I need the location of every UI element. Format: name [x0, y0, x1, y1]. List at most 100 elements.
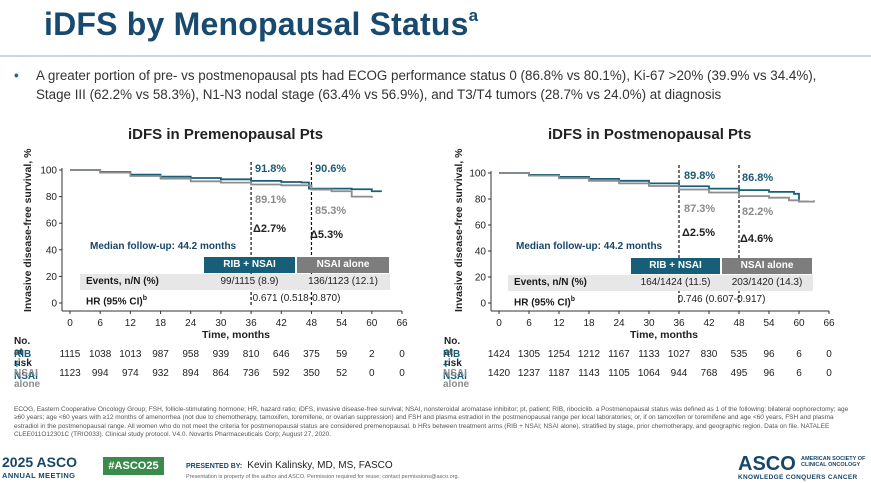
at-risk-value: 768 — [700, 368, 718, 379]
x-tick-label: 0 — [496, 318, 502, 329]
series-line-nsai-alone — [499, 172, 815, 203]
x-tick-label: 0 — [67, 318, 73, 329]
chart-title-post: iDFS in Postmenopausal Pts — [548, 126, 752, 143]
at-risk-label: NSAI alone — [443, 368, 470, 390]
landmark-36-nsai-pre: 89.1% — [255, 194, 287, 206]
table-row-hr-post: HR (95% CI)b 0.746 (0.607-0.917) — [508, 292, 813, 308]
table-header-nsai-pre: NSAI alone — [297, 257, 389, 273]
y-tick-label: 20 — [46, 272, 58, 283]
x-tick-label: 60 — [366, 318, 378, 329]
y-tick-label: 100 — [469, 169, 486, 180]
x-axis-label-post: Time, months — [630, 329, 698, 341]
hashtag-badge: #ASCO25 — [103, 457, 164, 475]
at-risk-value: 958 — [182, 349, 200, 360]
at-risk-value: 1420 — [487, 368, 511, 379]
at-risk-value: 535 — [730, 349, 748, 360]
x-tick-label: 48 — [733, 318, 745, 329]
at-risk-value: 1115 — [59, 349, 81, 360]
at-risk-value: 96 — [763, 349, 775, 360]
y-tick-label: 40 — [46, 245, 58, 256]
at-risk-value: 994 — [91, 368, 109, 379]
at-risk-value: 1064 — [637, 368, 661, 379]
asco-tagline: KNOWLEDGE CONQUERS CANCER — [738, 474, 858, 481]
at-risk-value: 1123 — [59, 368, 81, 379]
at-risk-value: 736 — [242, 368, 260, 379]
at-risk-value: 1424 — [487, 349, 511, 360]
x-tick-label: 66 — [396, 318, 408, 329]
bullet-point: • A greater portion of pre- vs postmenop… — [14, 66, 854, 104]
x-tick-label: 12 — [125, 318, 137, 329]
x-tick-label: 18 — [155, 318, 167, 329]
chart-title-pre: iDFS in Premenopausal Pts — [128, 126, 324, 143]
events-nsai-post: 203/1420 (14.3) — [731, 277, 803, 288]
y-tick-label: 80 — [46, 192, 58, 203]
y-tick-label: 60 — [46, 219, 58, 230]
table-row-hr-pre: HR (95% CI)b 0.671 (0.518-0.870) — [80, 291, 390, 307]
at-risk-value: 974 — [122, 368, 139, 379]
y-tick-label: 100 — [40, 166, 57, 177]
landmark-36-delta-pre: Δ2.7% — [253, 223, 286, 235]
x-tick-label: 54 — [336, 318, 348, 329]
hr-value-pre: 0.671 (0.518-0.870) — [252, 293, 341, 304]
asco-society-name: AMERICAN SOCIETY OF CLINICAL ONCOLOGY — [801, 456, 866, 468]
at-risk-value: 0 — [826, 349, 832, 360]
x-tick-label: 36 — [673, 318, 685, 329]
asco-annual-meeting-logo: 2025 ASCO ANNUAL MEETING — [2, 454, 77, 480]
x-tick-label: 18 — [583, 318, 595, 329]
series-line-nsai-alone — [70, 169, 373, 198]
landmark-48-rib-post: 86.8% — [742, 172, 774, 184]
at-risk-label: RIB + NSAI — [443, 349, 467, 382]
at-risk-value: 1305 — [517, 349, 541, 360]
x-tick-label: 6 — [526, 318, 532, 329]
at-risk-value: 1143 — [578, 368, 600, 379]
bullet-dot-icon: • — [14, 68, 19, 83]
events-nsai-pre: 136/1123 (12.1) — [308, 276, 378, 287]
landmark-48-nsai-post: 82.2% — [742, 206, 774, 218]
x-tick-label: 30 — [215, 318, 227, 329]
landmark-36-rib-pre: 91.8% — [255, 163, 287, 175]
at-risk-value: 0 — [399, 349, 405, 360]
at-risk-value: 6 — [796, 349, 802, 360]
landmark-48-delta-post: Δ4.6% — [740, 233, 773, 245]
x-tick-label: 54 — [763, 318, 775, 329]
at-risk-value: 2 — [369, 349, 375, 360]
at-risk-value: 810 — [242, 349, 260, 360]
median-followup-pre: Median follow-up: 44.2 months — [90, 241, 237, 252]
x-tick-label: 48 — [306, 318, 318, 329]
x-axis-label-pre: Time, months — [202, 329, 270, 341]
at-risk-value: 52 — [336, 368, 348, 379]
at-risk-value: 495 — [730, 368, 748, 379]
landmark-36-delta-post: Δ2.5% — [682, 227, 715, 239]
x-tick-label: 24 — [613, 318, 625, 329]
landmark-48-delta-pre: Δ5.3% — [310, 229, 343, 241]
x-tick-label: 6 — [97, 318, 103, 329]
landmark-36-rib-post: 89.8% — [684, 170, 716, 182]
at-risk-value: 894 — [182, 368, 200, 379]
table-row-events-post: Events, n/N (%) 164/1424 (11.5) 203/1420… — [508, 275, 813, 291]
y-tick-label: 40 — [475, 247, 487, 258]
at-risk-value: 1237 — [517, 368, 541, 379]
at-risk-value: 1105 — [608, 368, 630, 379]
presenter: PRESENTED BY: Kevin Kalinsky, MD, MS, FAS… — [186, 460, 393, 471]
at-risk-value: 932 — [152, 368, 169, 379]
at-risk-value: 939 — [212, 349, 230, 360]
at-risk-value: 0 — [369, 368, 375, 379]
y-tick-label: 60 — [475, 221, 487, 232]
median-followup-post: Median follow-up: 44.2 months — [516, 241, 663, 252]
y-tick-label: 0 — [480, 299, 486, 310]
x-tick-label: 30 — [643, 318, 655, 329]
slide-title: iDFS by Menopausal Statusa — [44, 6, 479, 42]
at-risk-value: 350 — [303, 368, 320, 379]
at-risk-value: 96 — [763, 368, 775, 379]
permission-note: Presentation is property of the author a… — [186, 474, 460, 480]
at-risk-value: 59 — [336, 349, 348, 360]
at-risk-value: 0 — [826, 368, 832, 379]
at-risk-value: 1027 — [667, 349, 691, 360]
x-tick-label: 24 — [185, 318, 197, 329]
x-tick-label: 60 — [793, 318, 805, 329]
x-tick-label: 36 — [246, 318, 258, 329]
asco-logo: ASCO — [738, 453, 796, 475]
landmark-36-nsai-post: 87.3% — [684, 203, 716, 215]
at-risk-value: 375 — [303, 349, 320, 360]
